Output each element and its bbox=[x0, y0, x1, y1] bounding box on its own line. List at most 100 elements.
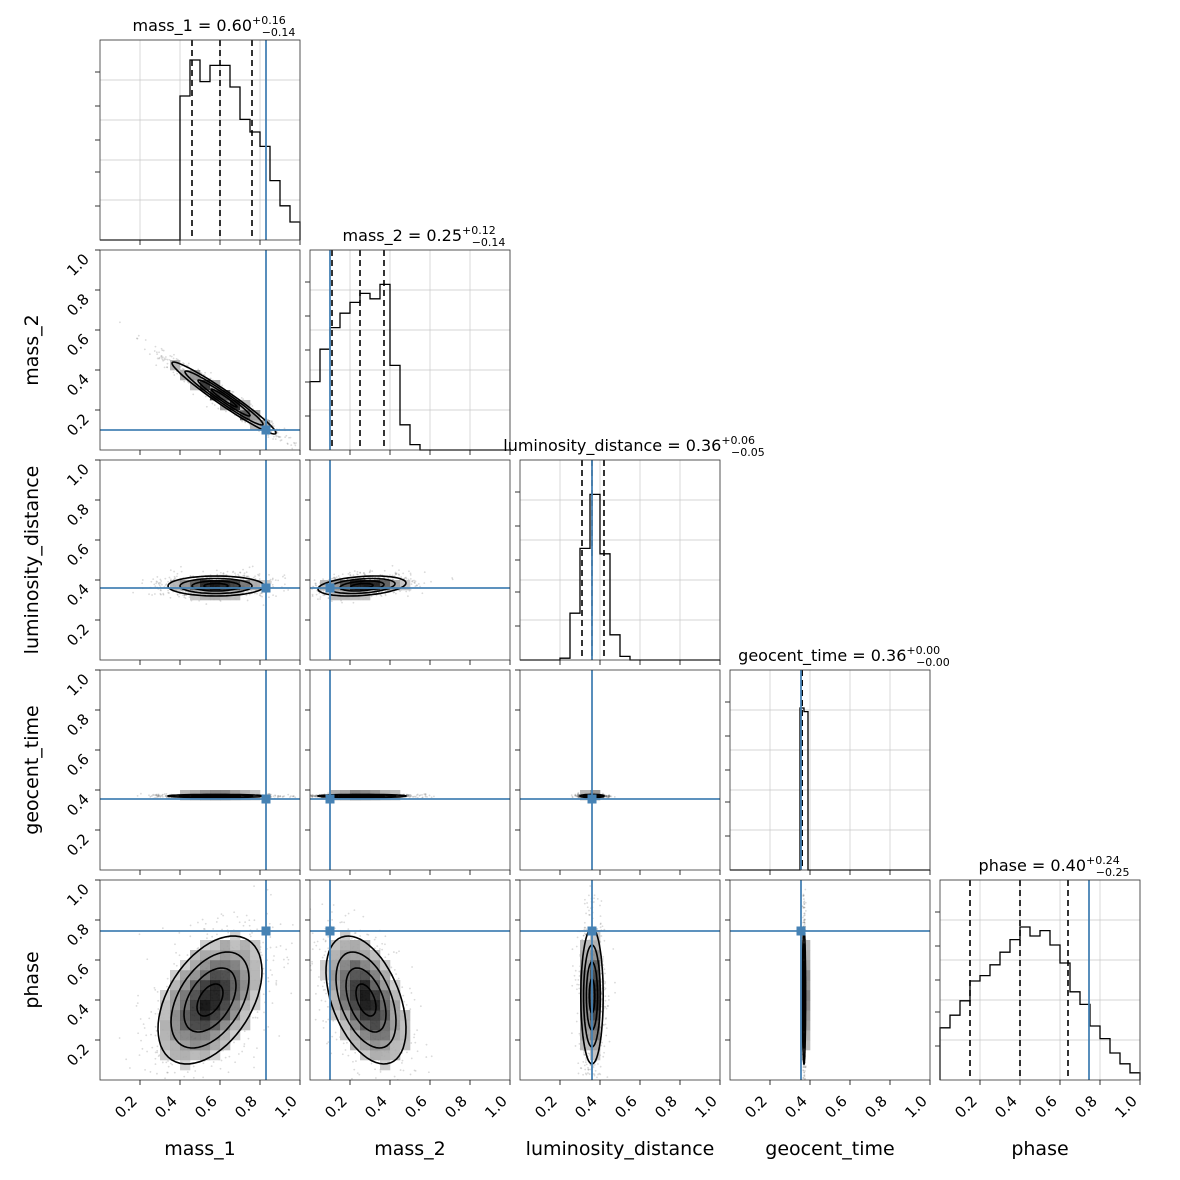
sample-point bbox=[327, 597, 330, 600]
sample-point bbox=[270, 420, 273, 422]
sample-point bbox=[349, 573, 352, 576]
sample-point bbox=[411, 579, 414, 582]
sample-point bbox=[359, 572, 362, 574]
sample-point bbox=[334, 577, 336, 580]
sample-point bbox=[176, 372, 179, 375]
sample-point bbox=[155, 580, 158, 583]
sample-point bbox=[322, 578, 324, 581]
sample-point bbox=[279, 436, 282, 438]
sample-point bbox=[173, 374, 176, 376]
sample-point bbox=[387, 577, 390, 579]
sample-point bbox=[164, 795, 167, 798]
sample-point bbox=[245, 571, 248, 574]
sample-point bbox=[341, 573, 344, 576]
sample-point bbox=[277, 579, 280, 582]
sample-point bbox=[165, 583, 168, 586]
sample-point bbox=[398, 569, 400, 572]
sample-point bbox=[274, 438, 277, 441]
sample-point bbox=[137, 334, 140, 337]
sample-point bbox=[323, 594, 326, 597]
sample-point bbox=[421, 793, 423, 796]
sample-point bbox=[241, 420, 244, 423]
sample-point bbox=[318, 592, 321, 594]
sample-point bbox=[408, 794, 411, 797]
density-bin bbox=[360, 580, 371, 591]
sample-point bbox=[183, 380, 186, 383]
sample-point bbox=[155, 794, 158, 797]
density-bin bbox=[250, 580, 261, 591]
sample-point bbox=[311, 595, 314, 597]
sample-point bbox=[161, 794, 164, 797]
sample-point bbox=[276, 431, 279, 434]
sample-point bbox=[407, 794, 409, 797]
sample-point bbox=[303, 795, 305, 797]
truth-marker bbox=[261, 425, 271, 435]
sample-point bbox=[282, 795, 285, 798]
sample-point bbox=[290, 795, 292, 797]
sample-point bbox=[167, 589, 169, 592]
sample-point bbox=[348, 571, 351, 574]
sample-point bbox=[414, 582, 416, 584]
sample-point bbox=[149, 795, 152, 798]
sample-point bbox=[204, 395, 207, 398]
sample-point bbox=[423, 793, 426, 796]
sample-point bbox=[164, 584, 167, 587]
y-tick-label: 0.6 bbox=[63, 540, 93, 570]
sample-point bbox=[150, 795, 153, 797]
sample-point bbox=[219, 571, 222, 574]
sample-point bbox=[169, 569, 172, 572]
sample-point bbox=[225, 576, 227, 579]
histogram-step-luminosity_distance bbox=[520, 493, 720, 661]
sample-point bbox=[413, 579, 415, 582]
sample-point bbox=[375, 594, 378, 597]
sample-point bbox=[173, 578, 176, 581]
sample-point bbox=[409, 794, 412, 797]
sample-point bbox=[421, 796, 424, 799]
sample-point bbox=[416, 793, 419, 796]
y-tick-label: 0.4 bbox=[63, 370, 93, 400]
sample-point bbox=[414, 585, 417, 588]
sample-point bbox=[156, 357, 159, 360]
sample-point bbox=[577, 795, 580, 798]
sample-point bbox=[161, 583, 163, 586]
sample-point bbox=[277, 794, 280, 797]
sample-point bbox=[221, 384, 224, 387]
sample-point bbox=[424, 795, 427, 798]
density-bin bbox=[210, 580, 221, 591]
sample-point bbox=[184, 591, 187, 594]
sample-point bbox=[276, 796, 279, 799]
sample-point bbox=[272, 594, 274, 597]
sample-point bbox=[159, 794, 162, 797]
sample-point bbox=[405, 590, 408, 593]
sample-point bbox=[259, 592, 262, 595]
sample-point bbox=[409, 793, 412, 796]
sample-point bbox=[157, 795, 159, 798]
sample-point bbox=[258, 578, 261, 580]
density-mass_1-vs-mass_2: 0.20.40.60.81.0 bbox=[63, 249, 319, 458]
sample-point bbox=[157, 794, 160, 797]
sample-point bbox=[216, 573, 219, 576]
sample-point bbox=[399, 590, 401, 593]
sample-point bbox=[278, 795, 281, 798]
density-background bbox=[100, 670, 300, 870]
sample-point bbox=[391, 574, 394, 577]
sample-point bbox=[405, 577, 408, 580]
sample-point bbox=[158, 584, 161, 587]
density-mass_2-vs-luminosity_distance bbox=[305, 459, 511, 665]
sample-point bbox=[405, 576, 407, 579]
sample-point bbox=[411, 795, 414, 798]
density-frame bbox=[99, 249, 301, 451]
sample-point bbox=[395, 572, 398, 575]
sample-point bbox=[234, 574, 237, 577]
sample-point bbox=[311, 794, 313, 797]
sample-point bbox=[317, 456, 319, 458]
contour-line bbox=[171, 361, 277, 435]
sample-point bbox=[395, 573, 397, 576]
histogram-geocent_time-frame bbox=[729, 669, 931, 871]
sample-point bbox=[163, 793, 166, 795]
sample-point bbox=[277, 795, 280, 798]
sample-point bbox=[154, 585, 157, 588]
sample-point bbox=[152, 793, 155, 796]
sample-point bbox=[155, 364, 158, 367]
